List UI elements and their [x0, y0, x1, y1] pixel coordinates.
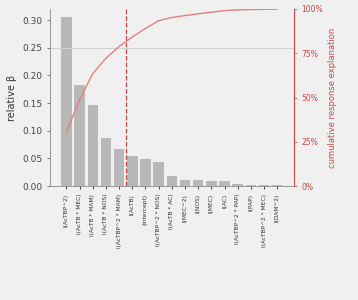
Bar	[153, 162, 164, 186]
Bar	[74, 85, 85, 186]
Bar	[180, 180, 190, 186]
Bar	[193, 181, 203, 186]
Bar	[101, 138, 111, 186]
Bar	[166, 176, 177, 186]
Bar	[140, 159, 151, 186]
Y-axis label: cumulative response explanation: cumulative response explanation	[328, 27, 337, 168]
Bar	[232, 184, 243, 186]
Bar	[246, 185, 256, 186]
Bar	[272, 185, 282, 186]
Y-axis label: relative β: relative β	[7, 74, 17, 121]
Bar	[127, 156, 137, 186]
Bar	[61, 17, 72, 186]
Bar	[88, 105, 98, 186]
Bar	[219, 181, 230, 186]
Bar	[114, 149, 125, 186]
Bar	[206, 181, 217, 186]
Bar	[259, 185, 269, 186]
